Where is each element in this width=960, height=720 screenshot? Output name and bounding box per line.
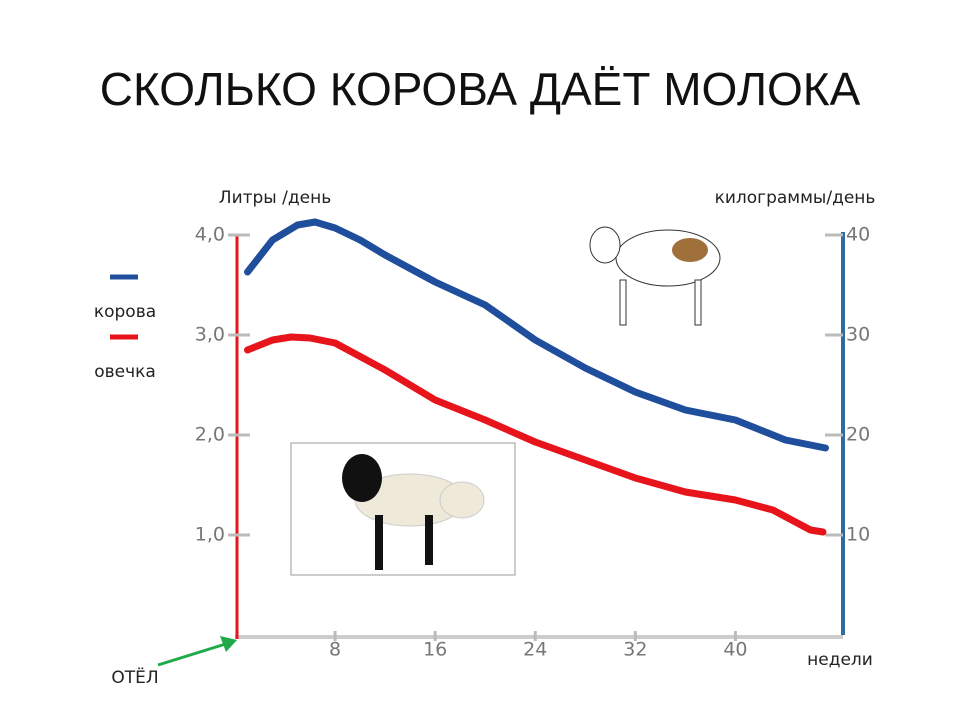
y2-tick-label: 30 [846,324,870,346]
y-tick-label: 3,0 [195,324,225,346]
y2-axis-label: килограммы/день [715,188,876,208]
legend-label: корова [94,302,156,322]
x-tick-label: 40 [723,639,747,661]
cow-picture [589,226,721,326]
x-tick-label: 8 [329,639,341,661]
y2-tick-label: 20 [846,424,870,446]
y-tick-label: 4,0 [195,224,225,246]
x-axis-label: недели [807,650,873,670]
y2-tick-label: 10 [846,524,870,546]
legend-label: овечка [94,362,156,382]
sheep-picture [342,454,485,570]
line [244,333,827,536]
annotation: ОТЁЛ [111,667,158,688]
line [244,218,829,452]
y-axis-label: Литры /день [219,188,331,208]
title: СКОЛЬКО КОРОВА ДАЁТ МОЛОКА [100,63,861,115]
y2-tick-label: 40 [846,224,870,246]
y-tick-label: 2,0 [195,424,225,446]
x-tick-label: 32 [623,639,647,661]
y-tick-label: 1,0 [195,524,225,546]
arrow [157,636,237,667]
x-tick-label: 24 [523,639,547,661]
x-tick-label: 16 [423,639,447,661]
